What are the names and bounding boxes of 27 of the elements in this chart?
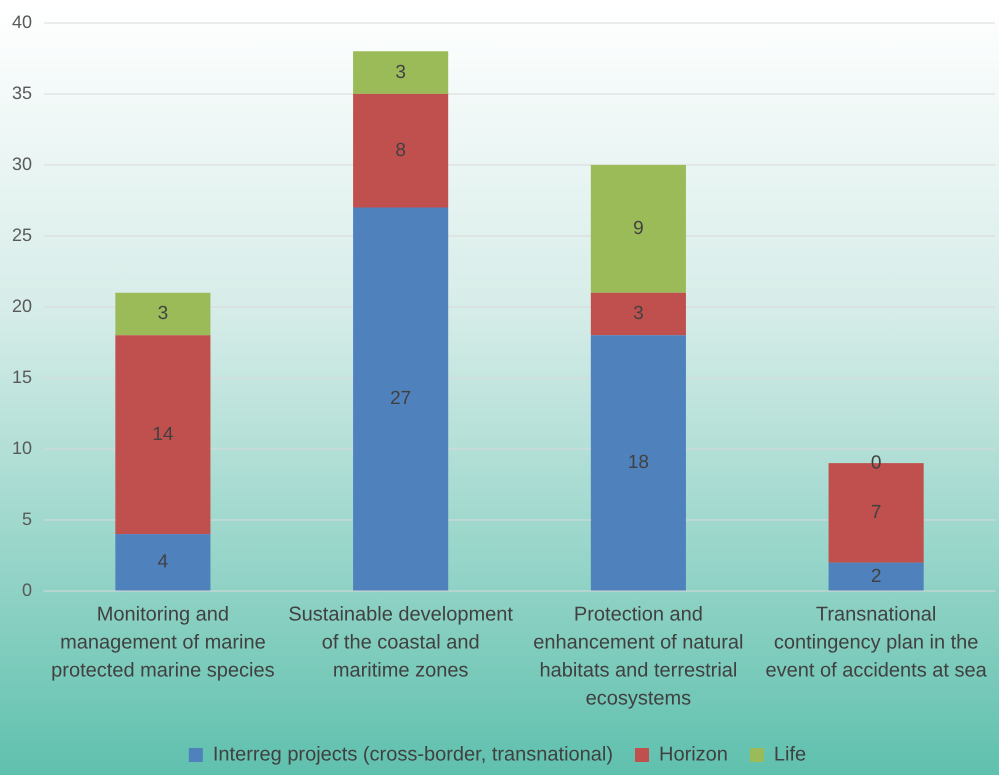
y-tick-label: 40 <box>12 12 32 32</box>
y-tick-label: 10 <box>12 438 32 458</box>
legend-label: Interreg projects (cross-border, transnational) <box>212 744 614 766</box>
y-tick-label: 0 <box>22 580 32 600</box>
x-tick-label: Protection and enhancement of natural habitats and terrestrial ecosystems <box>533 604 744 710</box>
y-tick-label: 15 <box>12 366 32 387</box>
data-label: 27 <box>390 388 412 410</box>
data-label: 2 <box>870 566 882 587</box>
data-label: 3 <box>158 303 168 324</box>
x-tick-label: Transnational contingency plan in the event of accidents at sea <box>766 604 988 682</box>
data-label: 7 <box>870 502 882 524</box>
data-label: 3 <box>633 303 644 324</box>
data-label: 3 <box>395 62 406 83</box>
x-tick-label: Sustainable development of the coastal and maritime zones <box>288 604 514 682</box>
data-label: 18 <box>628 452 649 474</box>
y-tick-label: 25 <box>12 224 32 245</box>
data-label: 9 <box>633 218 644 240</box>
data-label: 8 <box>395 140 406 161</box>
y-tick-label: 5 <box>22 508 32 529</box>
y-tick-label: 35 <box>12 82 32 103</box>
data-label: 14 <box>152 424 174 445</box>
y-tick-label: 30 <box>12 154 32 174</box>
x-tick-label: Monitoring and management of marine protected marine species <box>51 604 275 682</box>
legend-label: Life <box>774 744 806 766</box>
data-label: 4 <box>158 552 169 573</box>
y-tick-label: 20 <box>12 296 32 316</box>
legend-label: Horizon <box>659 744 728 766</box>
